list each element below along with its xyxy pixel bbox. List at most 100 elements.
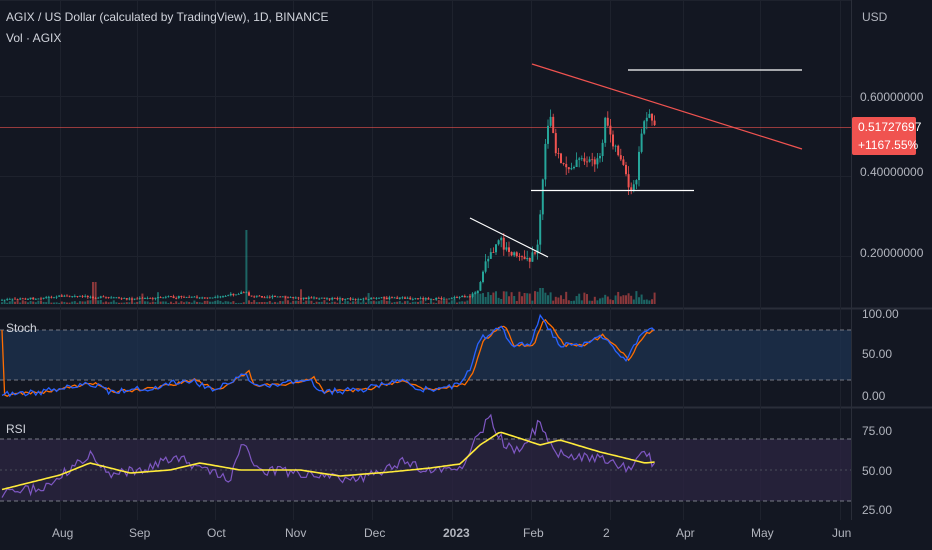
volume-bar xyxy=(68,302,71,304)
candle-body xyxy=(557,153,560,154)
candle-body xyxy=(214,296,217,298)
volume-bar xyxy=(315,301,318,304)
candle-body xyxy=(125,298,128,300)
volume-bar xyxy=(484,296,487,304)
price-tick-2: 0.20000000 xyxy=(860,246,924,260)
volume-bar xyxy=(115,302,118,304)
volume-bar xyxy=(120,302,123,304)
volume-bar xyxy=(549,292,552,304)
candle-body xyxy=(315,297,318,299)
candle-body xyxy=(515,252,518,257)
candle-body xyxy=(196,296,198,298)
volume-bar xyxy=(333,301,336,304)
volume-bar xyxy=(297,300,300,304)
candle-body xyxy=(565,164,568,168)
volume-bar xyxy=(352,301,354,304)
stoch-band xyxy=(0,330,851,380)
candle-body xyxy=(495,244,497,253)
volume-bar xyxy=(578,293,581,304)
volume-bar xyxy=(398,301,401,304)
candle-body xyxy=(375,297,378,299)
volume-bar xyxy=(505,291,508,304)
candle-body xyxy=(37,298,40,300)
candle-body xyxy=(513,252,516,256)
candle-body xyxy=(474,292,477,294)
candle-body xyxy=(16,299,19,300)
breakout-trendline[interactable] xyxy=(469,217,549,258)
candle-body xyxy=(573,167,575,169)
volume-bar xyxy=(219,300,222,304)
candle-body xyxy=(232,293,235,296)
candle-body xyxy=(99,296,102,298)
candle-body xyxy=(492,252,495,253)
candle-body xyxy=(55,296,58,298)
volume-bar xyxy=(19,302,22,304)
candle-body xyxy=(242,292,245,294)
volume-bar xyxy=(604,294,607,304)
candle-body xyxy=(604,117,607,143)
volume-bar xyxy=(63,301,66,304)
candle-body xyxy=(276,296,279,298)
candle-body xyxy=(159,297,162,299)
candle-body xyxy=(294,297,297,299)
volume-bar xyxy=(359,302,362,304)
volume-bar xyxy=(164,301,167,304)
volume-bar xyxy=(86,300,89,304)
symbol-title[interactable]: AGIX / US Dollar (calculated by TradingV… xyxy=(6,10,329,24)
candle-body xyxy=(333,297,336,299)
volume-bar xyxy=(466,300,469,304)
volume-bar xyxy=(175,301,178,304)
candle-body xyxy=(47,296,50,298)
candle-body xyxy=(292,297,295,299)
volume-bar xyxy=(393,302,396,304)
volume-bar xyxy=(310,300,313,304)
volume-bar xyxy=(612,300,614,304)
volume-bar xyxy=(515,300,518,304)
volume-bar xyxy=(554,296,557,304)
volume-bar xyxy=(432,302,435,304)
candle-body xyxy=(318,298,321,300)
candle-body xyxy=(365,298,367,300)
volume-bar xyxy=(224,301,227,304)
volume-bar xyxy=(599,298,601,304)
candle-body xyxy=(411,299,414,300)
candle-body xyxy=(578,158,581,160)
candle-body xyxy=(606,117,609,126)
volume-bar xyxy=(541,288,544,304)
candle-body xyxy=(305,297,308,299)
candle-body xyxy=(357,299,360,301)
descending-trendline[interactable] xyxy=(531,63,803,150)
volume-bar xyxy=(112,300,115,304)
candle-body xyxy=(86,295,89,298)
candle-body xyxy=(466,296,469,298)
candle-body xyxy=(120,298,123,300)
candle-body xyxy=(258,295,261,297)
volume-bar xyxy=(534,291,536,304)
volume-legend[interactable]: Vol · AGIX xyxy=(6,31,62,45)
candle-body xyxy=(476,290,479,293)
volume-bar xyxy=(125,302,128,304)
volume-bar xyxy=(336,302,339,304)
volume-bar xyxy=(284,295,287,304)
volume-bar xyxy=(445,300,448,304)
candle-body xyxy=(154,297,157,299)
volume-bar xyxy=(99,300,102,304)
volume-bar xyxy=(391,302,393,304)
candle-body xyxy=(440,298,443,300)
price-tick-1: 0.40000000 xyxy=(860,165,924,179)
volume-bar xyxy=(40,300,42,304)
volume-bar xyxy=(443,300,445,304)
x-tick-nov: Nov xyxy=(285,526,306,540)
volume-bar xyxy=(362,300,365,304)
volume-bar xyxy=(331,301,334,304)
volume-bar xyxy=(274,301,276,304)
candle-body xyxy=(42,297,45,299)
volume-bar xyxy=(354,301,357,304)
volume-bar xyxy=(206,300,209,304)
volume-bar xyxy=(313,302,315,304)
volume-bar xyxy=(29,300,32,304)
volume-bar xyxy=(406,300,409,304)
candle-body xyxy=(216,296,219,298)
candle-body xyxy=(560,153,562,164)
